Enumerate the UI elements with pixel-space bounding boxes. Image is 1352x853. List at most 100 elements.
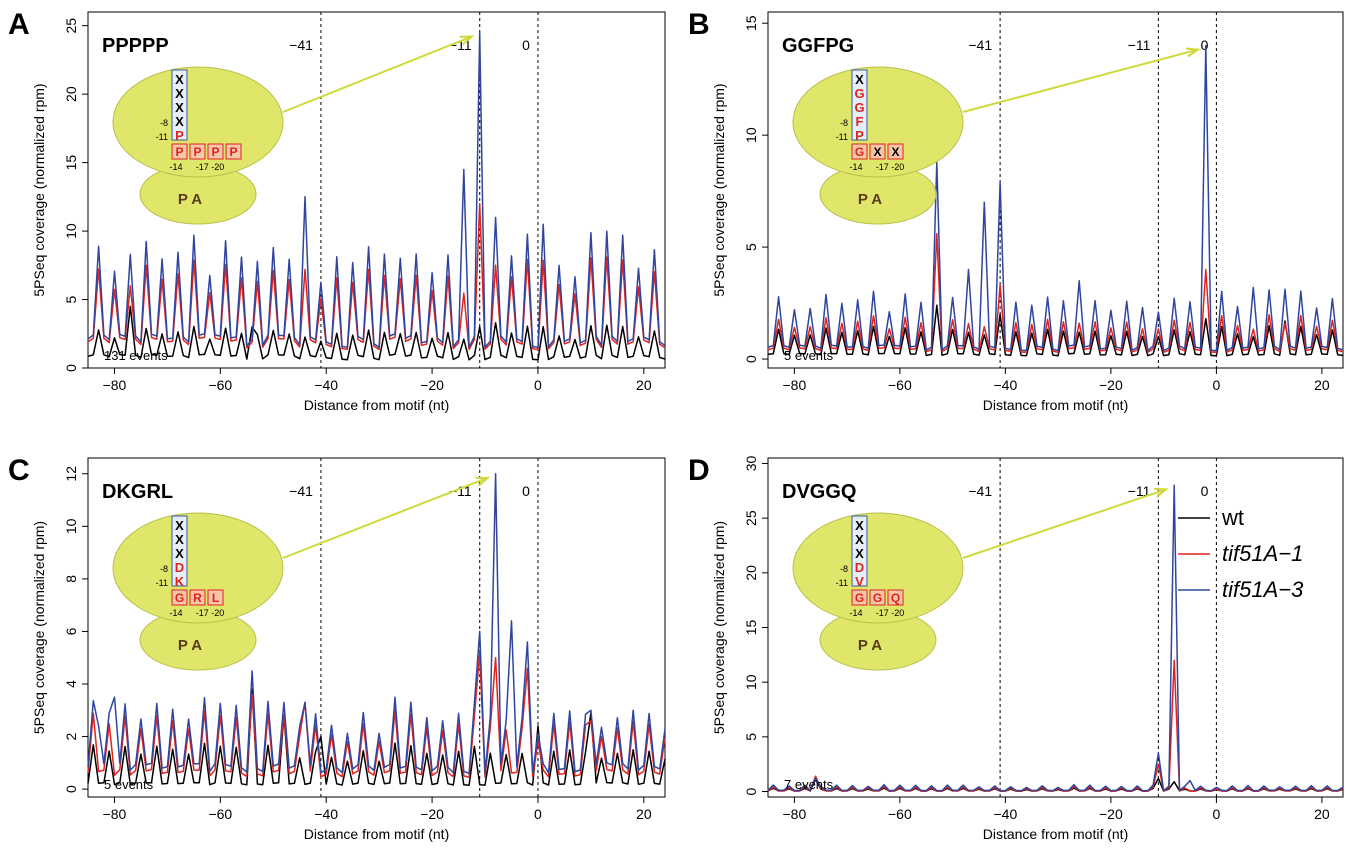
peptide-tunnel — [851, 515, 868, 587]
residue-letter: P — [193, 145, 201, 159]
reference-line-label: −41 — [968, 37, 992, 53]
reference-line-label: −41 — [968, 483, 992, 499]
y-axis-label: 5PSeq coverage (normalized rpm) — [711, 83, 727, 296]
peptide-residue: X — [855, 546, 864, 561]
x-tick-label: −40 — [994, 377, 1018, 393]
peptide-residue: P — [175, 128, 184, 143]
residue-letter: G — [855, 591, 864, 605]
position-label: -14 — [169, 608, 182, 618]
x-axis-label: Distance from motif (nt) — [983, 397, 1128, 413]
peptide-residue: X — [175, 72, 184, 87]
residue-box — [851, 589, 868, 606]
ribosome-large-subunit — [792, 66, 964, 178]
panel-a: A−41 −11 0−80 −60 −40 −20 0 200510152025Distanc… — [8, 8, 666, 413]
y-tick-label: 20 — [743, 565, 759, 581]
peptide-tunnel — [851, 69, 868, 141]
residue-box — [851, 143, 868, 160]
events-label: 5 events — [784, 348, 834, 363]
series-line — [87, 305, 666, 361]
motif-label: DVGGQ — [782, 481, 856, 503]
plot-frame — [87, 457, 666, 798]
ribosome-large-subunit — [112, 66, 284, 178]
y-tick-label: 15 — [743, 15, 759, 31]
position-label: -8 — [840, 118, 848, 128]
ribosome-large-subunit — [792, 512, 964, 624]
x-tick-label: 0 — [534, 806, 542, 822]
position-label: -17 -20 — [196, 162, 225, 172]
site-labels: P A — [178, 191, 202, 208]
legend-label: tif51A−3 — [1222, 577, 1304, 602]
x-tick-label: −40 — [314, 377, 338, 393]
peptide-residue: G — [854, 100, 864, 115]
y-tick-label: 5 — [743, 733, 759, 741]
panel-letter: A — [8, 8, 30, 41]
legend: wt tif51A−1 tif51A−3 — [1178, 505, 1304, 602]
position-label: -14 — [849, 162, 862, 172]
x-tick-label: −80 — [783, 806, 807, 822]
x-tick-label: −20 — [1099, 806, 1123, 822]
peptide-residue: F — [856, 114, 864, 129]
residue-letter: X — [873, 145, 881, 159]
x-tick-label: 0 — [534, 377, 542, 393]
residue-letter: R — [193, 591, 202, 605]
residue-box — [171, 589, 188, 606]
residue-letter: P — [229, 145, 237, 159]
events-label: 131 events — [104, 348, 168, 363]
panel-letter: C — [8, 454, 30, 487]
series-line — [87, 31, 666, 349]
ribosome-large-subunit — [112, 512, 284, 624]
reference-line-label: 0 — [522, 483, 530, 499]
y-tick-label: 25 — [743, 510, 759, 526]
x-axis-label: Distance from motif (nt) — [983, 826, 1128, 842]
reference-line-label: 0 — [1201, 483, 1209, 499]
peptide-residue: V — [855, 574, 864, 589]
position-label: -17 -20 — [876, 162, 905, 172]
peptide-residue: X — [175, 86, 184, 101]
residue-box — [189, 589, 206, 606]
motif-label: GGFPG — [782, 35, 854, 57]
residue-box — [225, 143, 242, 160]
peptide-residue: K — [175, 574, 185, 589]
position-label: -8 — [840, 564, 848, 574]
y-axis-label: 5PSeq coverage (normalized rpm) — [711, 521, 727, 734]
residue-letter: Q — [891, 591, 900, 605]
x-tick-label: −20 — [420, 806, 444, 822]
events-label: 7 events — [784, 777, 834, 792]
events-label: 5 events — [104, 777, 154, 792]
y-tick-label: 2 — [63, 732, 79, 740]
y-tick-label: 10 — [63, 223, 79, 239]
peptide-residue: X — [855, 532, 864, 547]
peptide-residue: X — [855, 518, 864, 533]
series-line — [87, 688, 666, 786]
arrow-head — [475, 476, 491, 487]
residue-letter: X — [891, 145, 899, 159]
reference-line-label: 0 — [522, 37, 530, 53]
x-tick-label: −20 — [1099, 377, 1123, 393]
arrow-head — [1185, 47, 1201, 58]
y-tick-label: 15 — [743, 620, 759, 636]
y-tick-label: 10 — [63, 518, 79, 534]
y-tick-label: 15 — [63, 155, 79, 171]
y-tick-label: 0 — [743, 787, 759, 795]
peptide-residue: D — [855, 560, 864, 575]
residue-box — [869, 143, 886, 160]
position-label: -17 -20 — [196, 608, 225, 618]
residue-box — [207, 143, 224, 160]
panel-b: B −41 −11 0 −80 −60 −40 −20 0 20 0 5 10 15 Distance fr… — [688, 8, 1344, 413]
residue-letter: P — [175, 145, 183, 159]
position-label: -17 -20 — [876, 608, 905, 618]
y-tick-label: 6 — [63, 627, 79, 635]
series-line — [87, 202, 666, 351]
residue-letter: P — [211, 145, 219, 159]
reference-line-label: −11 — [1128, 37, 1151, 53]
arrow-line — [962, 48, 1199, 113]
x-tick-label: −60 — [208, 806, 232, 822]
x-tick-label: −60 — [888, 806, 912, 822]
residue-box — [189, 143, 206, 160]
x-tick-label: 20 — [636, 806, 652, 822]
residue-letter: G — [873, 591, 882, 605]
x-tick-label: 20 — [636, 377, 652, 393]
arrow-line — [282, 476, 488, 559]
x-tick-label: −80 — [103, 377, 127, 393]
y-axis-label: 5PSeq coverage (normalized rpm) — [31, 521, 47, 734]
